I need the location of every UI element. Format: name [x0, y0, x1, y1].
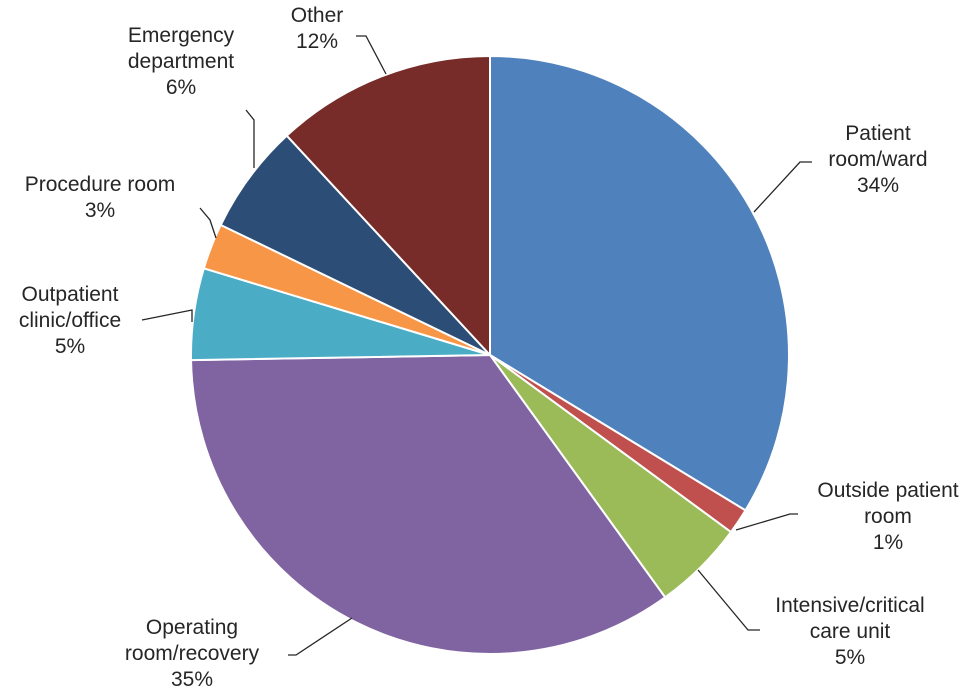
slice-label-line: 5%: [55, 335, 85, 358]
slice-label-line: room: [864, 505, 912, 528]
slice-label-line: room/ward: [828, 148, 927, 171]
leader-line-emergency-department: [245, 109, 255, 168]
slice-label-line: 34%: [857, 174, 899, 197]
slice-label-outpatient-clinic-office: Outpatient clinic/office 5%: [19, 283, 121, 358]
slice-label-line: 3%: [85, 199, 115, 222]
leader-line-intensive-critical-care-unit: [697, 569, 760, 631]
slice-label-line: 35%: [171, 668, 213, 691]
slice-label-line: Operating: [146, 616, 238, 639]
pie-slice-other: [285, 54, 491, 358]
slice-label-line: room/recovery: [125, 642, 260, 665]
slice-label-intensive-critical-care-unit: Intensive/critical care unit 5%: [775, 594, 924, 669]
slice-label-line: Outpatient: [22, 283, 119, 306]
leader-line-other: [356, 35, 387, 75]
leader-line-outside-patient-room: [735, 513, 798, 531]
leader-line-procedure-room: [199, 207, 217, 239]
slice-label-operating-room-recovery: Operating room/recovery 35%: [125, 616, 260, 691]
slice-label-line: department: [128, 50, 234, 73]
slice-label-line: clinic/office: [19, 309, 121, 332]
slice-label-line: care unit: [810, 620, 891, 643]
slice-label-line: Procedure room: [25, 173, 176, 196]
pie-slice-patient-room-ward: [489, 54, 790, 512]
slice-label-other: Other 12%: [291, 4, 344, 53]
pie-slices: [190, 54, 790, 655]
slice-label-line: Intensive/critical: [775, 594, 924, 617]
leader-line-patient-room-ward: [753, 161, 812, 213]
slice-labels: Patient room/ward 34% Outside patient room 1%…: [19, 4, 959, 691]
pie-slice-operating-room-recovery: [190, 353, 667, 655]
slice-label-line: 12%: [296, 30, 338, 53]
slice-label-line: Outside patient: [817, 479, 958, 502]
leader-line-outpatient-clinic-office: [141, 309, 193, 322]
slice-label-patient-room-ward: Patient room/ward 34%: [828, 122, 927, 197]
slice-label-line: Emergency: [128, 24, 235, 47]
leader-line-operating-room-recovery: [288, 617, 353, 656]
slice-label-line: 6%: [166, 76, 196, 99]
leader-lines: [141, 35, 812, 656]
slice-label-emergency-department: Emergency department 6%: [128, 24, 235, 99]
slice-label-procedure-room: Procedure room 3%: [25, 173, 176, 222]
slice-label-line: 5%: [835, 646, 865, 669]
slice-label-line: 1%: [873, 531, 903, 554]
slice-label-line: Other: [291, 4, 344, 27]
slice-label-line: Patient: [845, 122, 911, 145]
slice-label-outside-patient-room: Outside patient room 1%: [817, 479, 958, 554]
